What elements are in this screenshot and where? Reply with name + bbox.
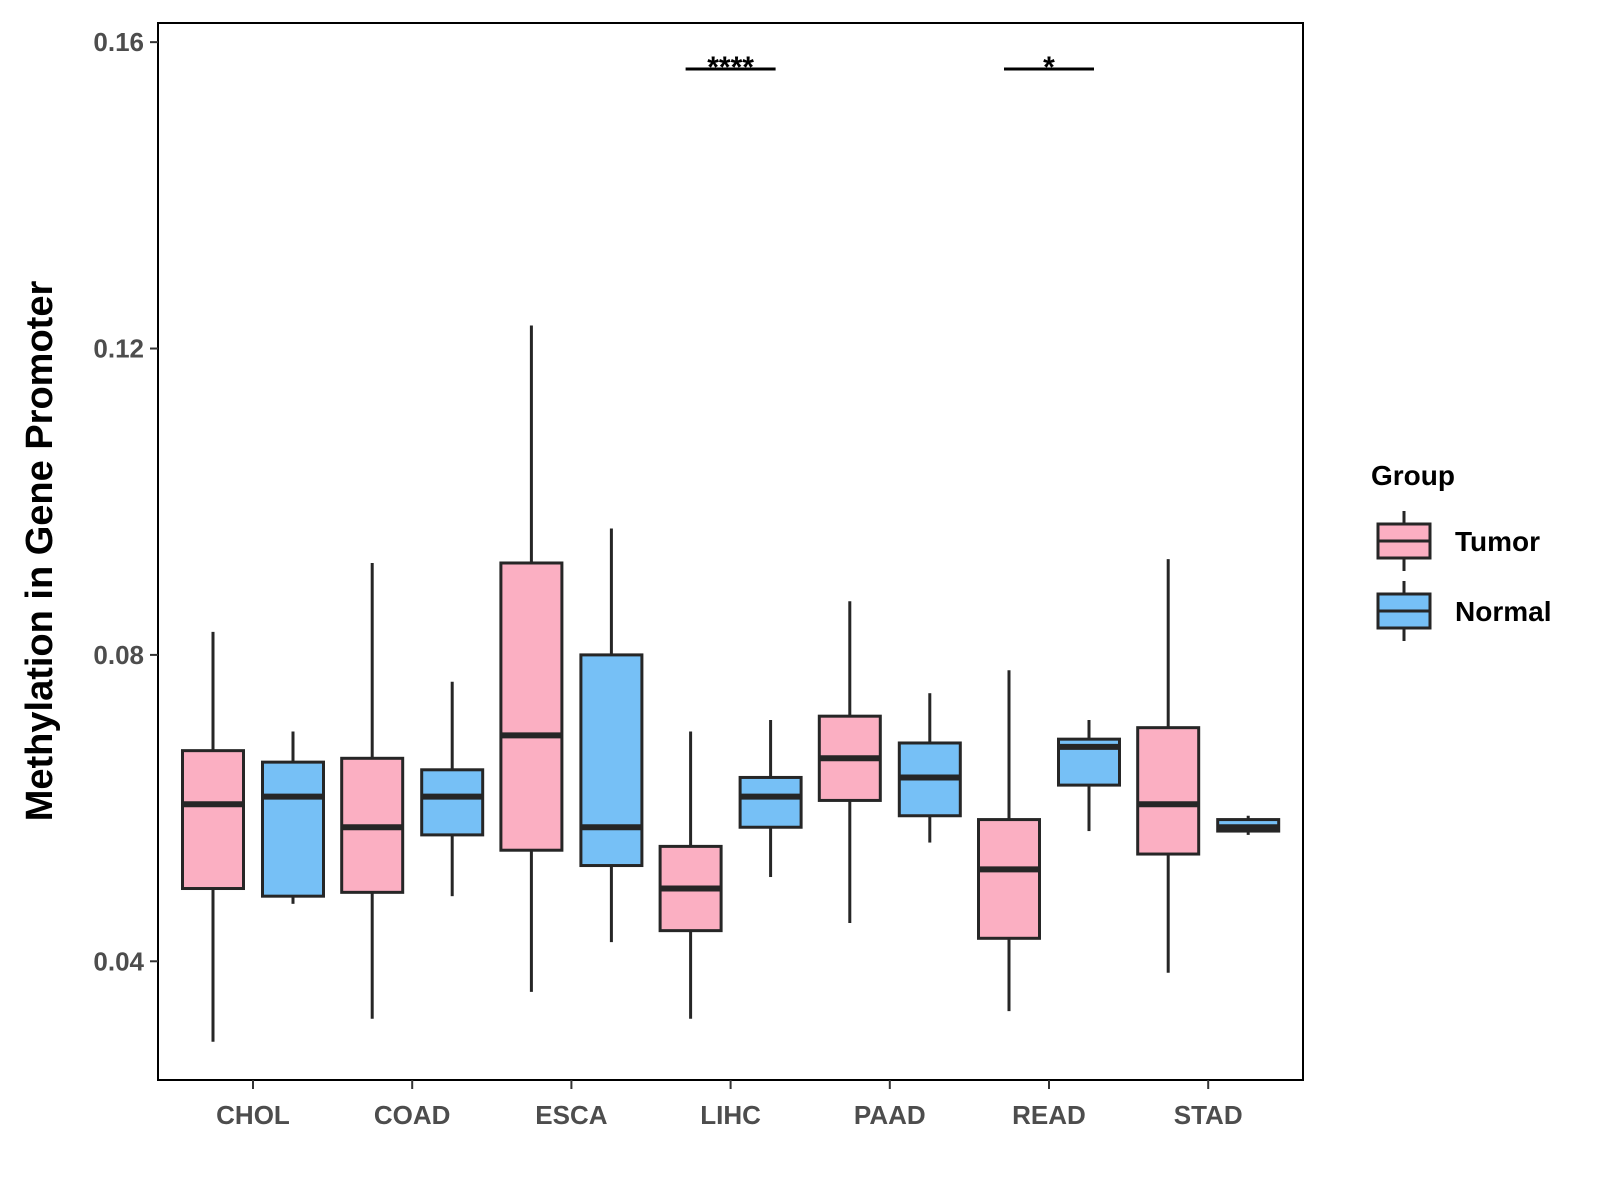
legend-label: Normal xyxy=(1455,596,1551,627)
box-iqr xyxy=(181,749,245,891)
x-tick-label: COAD xyxy=(374,1100,451,1130)
significance-annotations: **** * xyxy=(685,51,1094,84)
legend: Group Tumor Normal xyxy=(1371,460,1551,641)
box-iqr xyxy=(261,760,325,898)
x-tick-label: STAD xyxy=(1174,1100,1243,1130)
legend-label: Tumor xyxy=(1455,526,1540,557)
y-axis-title: Methylation in Gene Promoter xyxy=(19,281,61,822)
x-tick-label: CHOL xyxy=(216,1100,290,1130)
x-tick-label: LIHC xyxy=(700,1100,761,1130)
box-iqr xyxy=(579,653,644,868)
box-normal-chol xyxy=(261,731,325,904)
legend-title: Group xyxy=(1371,460,1455,491)
legend-item-normal: Normal xyxy=(1376,581,1551,641)
x-tick-label: ESCA xyxy=(535,1100,607,1130)
x-tick-label: PAAD xyxy=(854,1100,926,1130)
significance-label: **** xyxy=(707,51,754,84)
box-tumor-stad xyxy=(1136,559,1201,973)
box-tumor-esca xyxy=(499,325,564,992)
significance-label: * xyxy=(1043,51,1055,84)
box-normal-esca xyxy=(579,528,644,943)
box-iqr xyxy=(977,818,1041,940)
box-iqr xyxy=(1136,726,1201,856)
x-tick-label: READ xyxy=(1012,1100,1086,1130)
box-normal-paad xyxy=(897,693,962,843)
box-tumor-lihc xyxy=(658,731,723,1019)
x-axis: CHOL COAD ESCA LIHC PAAD READ STAD xyxy=(216,1080,1243,1130)
box-normal-lihc xyxy=(738,720,803,878)
box-normal-read xyxy=(1057,720,1121,832)
box-tumor-coad xyxy=(340,562,405,1019)
box-iqr xyxy=(738,775,803,829)
legend-item-tumor: Tumor xyxy=(1376,511,1540,571)
y-tick-label: 0.12 xyxy=(93,334,144,364)
panel-border xyxy=(157,22,1304,1081)
y-tick-label: 0.08 xyxy=(93,640,144,670)
box-normal-coad xyxy=(420,681,485,897)
box-tumor-paad xyxy=(817,601,882,923)
box-iqr xyxy=(420,768,485,837)
y-axis: 0.04 0.08 0.12 0.16 xyxy=(93,27,158,976)
box-iqr xyxy=(499,561,564,852)
box-normal-stad xyxy=(1216,815,1281,835)
box-tumor-read xyxy=(977,670,1041,1012)
boxes xyxy=(181,325,1281,1042)
y-tick-label: 0.16 xyxy=(93,27,144,57)
box-tumor-chol xyxy=(181,631,245,1042)
y-tick-label: 0.04 xyxy=(93,946,144,976)
